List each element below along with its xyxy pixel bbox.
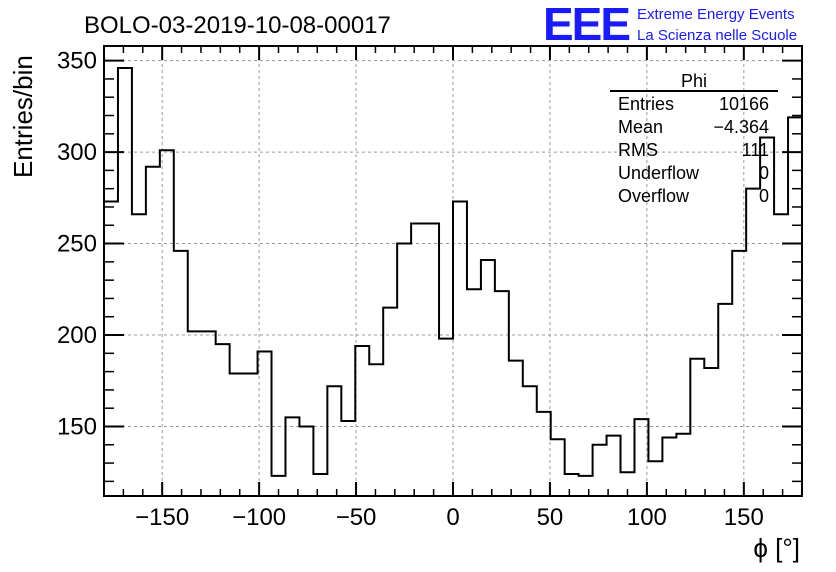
x-tick-label: −150	[135, 504, 189, 531]
eee-logo-line2: La Scienza nelle Scuole	[637, 27, 797, 44]
y-tick-label: 200	[57, 322, 97, 349]
y-axis-label: Entries/bin	[8, 55, 38, 178]
stats-label: Underflow	[618, 163, 700, 183]
x-tick-label: −50	[336, 504, 377, 531]
x-tick-label: −100	[232, 504, 286, 531]
y-tick-label: 300	[57, 139, 97, 166]
stats-label: Entries	[618, 94, 674, 114]
stats-value: 10166	[719, 94, 769, 114]
stats-value: −4.364	[713, 117, 769, 137]
x-tick-label: 0	[446, 504, 459, 531]
y-tick-label: 150	[57, 413, 97, 440]
y-tick-label: 350	[57, 48, 97, 75]
stats-box: Phi Entries 10166 Mean −4.364 RMS 111 Underflo…	[610, 71, 778, 206]
stats-title: Phi	[681, 71, 707, 91]
x-tick-label: 150	[724, 504, 764, 531]
stats-value: 111	[742, 140, 769, 160]
x-axis-label: ϕ [°]	[753, 533, 800, 563]
stats-value: 0	[759, 163, 769, 183]
stats-label: Mean	[618, 117, 663, 137]
stats-value: 0	[759, 186, 769, 206]
stats-label: RMS	[618, 140, 658, 160]
x-tick-label: 100	[627, 504, 667, 531]
eee-logo-line1: Extreme Energy Events	[637, 6, 795, 23]
y-tick-label: 250	[57, 231, 97, 258]
eee-logo: EEE Extreme Energy Events La Scienza nel…	[543, 0, 797, 50]
chart-title: BOLO-03-2019-10-08-00017	[84, 12, 391, 39]
eee-logo-mark: EEE	[543, 0, 629, 50]
axis-ticks: −150 −100 −50 0 50 100 150 150 200 250 300 350	[57, 46, 802, 531]
stats-label: Overflow	[618, 186, 690, 206]
x-tick-label: 50	[537, 504, 564, 531]
histogram-series-phi	[103, 66, 802, 496]
